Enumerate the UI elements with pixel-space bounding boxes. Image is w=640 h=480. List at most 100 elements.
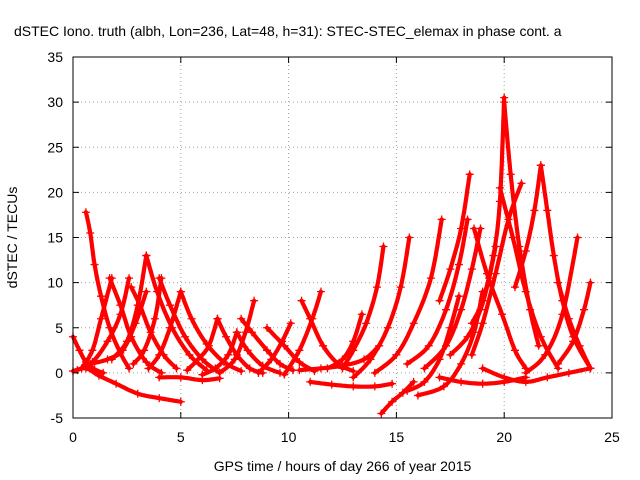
data-series-arc [403,215,472,368]
data-point [297,296,306,305]
data-arc-trace [131,276,164,366]
data-point [370,368,379,377]
data-arc-trace [256,321,293,375]
data-point [263,323,272,332]
data-point [224,350,233,359]
data-point [176,397,185,406]
data-point [362,319,371,328]
data-point [133,301,142,310]
data-point [176,287,185,296]
y-tick-label: 0 [55,365,63,381]
data-series-arc [554,278,595,368]
data-point [86,228,95,237]
data-arc-trace [109,253,149,362]
data-point [437,215,446,224]
data-arc-trace [146,289,183,371]
data-point [286,319,295,328]
data-series-arc [536,161,595,373]
data-point [90,260,99,269]
data-arc-trace [469,95,507,326]
data-point [564,368,573,377]
x-tick-label: 15 [389,429,405,445]
data-point [541,350,550,359]
data-point [295,366,304,375]
data-point [586,278,595,287]
data-point [107,355,116,364]
data-point [403,359,412,368]
data-point [172,364,181,373]
data-point [81,208,90,217]
data-point [377,409,386,418]
data-arc-trace [185,316,220,373]
data-point [349,346,358,355]
data-point [349,382,358,391]
data-point [125,364,134,373]
data-series-arc [467,93,509,328]
data-point [543,206,552,215]
data-point [187,314,196,323]
data-point [534,341,543,350]
data-point [97,314,106,323]
data-series-arc [69,364,185,406]
data-point [94,371,103,380]
data-series-arc [349,233,414,382]
data-point [323,364,332,373]
data-point [267,355,276,364]
data-arc-trace [379,379,416,416]
data-point [500,98,509,107]
data-point [245,364,254,373]
data-point [446,350,455,359]
data-point [250,296,259,305]
data-point [97,292,106,301]
data-area [69,93,595,418]
data-point [465,170,474,179]
data-point [536,161,545,170]
data-point [280,341,289,350]
y-tick-label: 35 [47,49,63,65]
data-point [454,260,463,269]
data-point [237,314,246,323]
data-series-arc [338,242,388,373]
data-point [409,377,418,386]
data-point [495,183,504,192]
x-tick-label: 0 [69,429,77,445]
data-series-arc [435,170,474,305]
data-point [105,274,114,283]
data-point [508,233,517,242]
x-tick-label: 10 [281,429,297,445]
data-series-arc [377,377,418,418]
y-tick-label: 30 [47,94,63,110]
x-tick-label: 5 [177,429,185,445]
data-series-arc [370,215,446,377]
data-point [88,346,97,355]
data-point [409,319,418,328]
data-point [198,370,207,379]
data-point [426,274,435,283]
data-point [420,364,429,373]
data-point [467,350,476,359]
data-series-arc [500,98,543,350]
data-point [127,283,136,292]
data-point [316,287,325,296]
data-point [327,380,336,389]
data-point [506,170,515,179]
data-point [579,305,588,314]
data-point [144,364,153,373]
y-tick-label: 10 [47,275,63,291]
x-tick-label: 25 [604,429,620,445]
data-point [392,350,401,359]
data-point [140,346,149,355]
data-point [75,346,84,355]
y-tick-label: 5 [55,320,63,336]
data-arc-trace [538,163,593,371]
data-point [215,368,224,377]
data-series-arc [521,233,582,377]
data-point [183,366,192,375]
data-point [222,332,231,341]
data-arc-trace [325,312,364,371]
data-point [543,373,552,382]
data-point [116,301,125,310]
data-point [77,364,86,373]
data-point [319,341,328,350]
data-series-arc [467,179,526,359]
